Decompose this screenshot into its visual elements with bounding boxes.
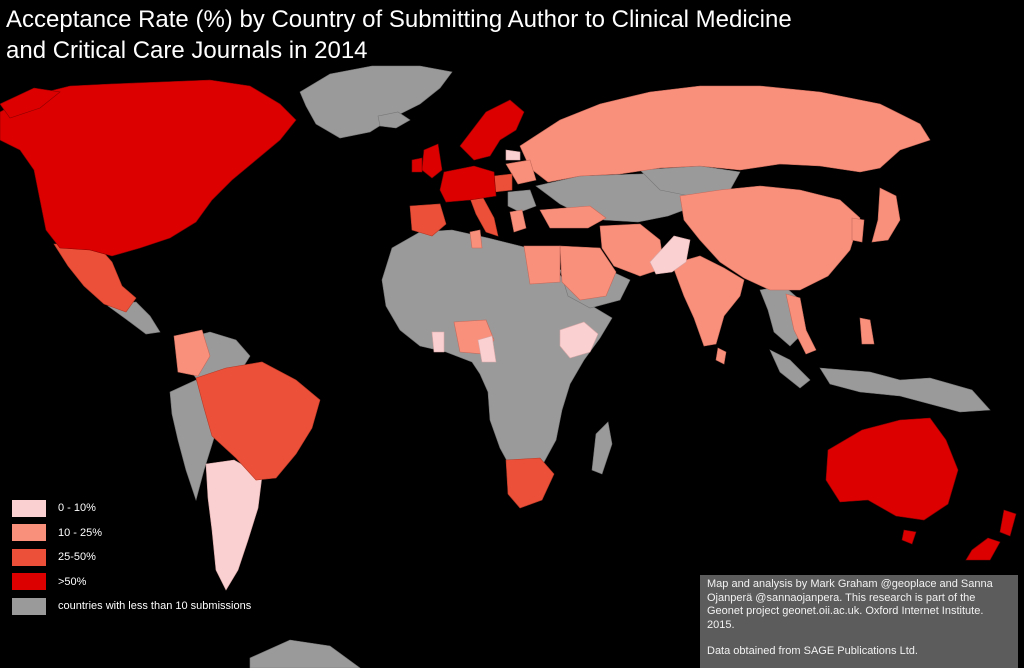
region-uk — [421, 143, 443, 179]
region-brazil — [195, 361, 321, 481]
legend-swatch — [12, 548, 46, 566]
region-east-europe — [505, 159, 537, 185]
region-ethiopia — [559, 321, 599, 359]
region-china — [679, 185, 861, 291]
region-scandinavia — [459, 99, 525, 161]
region-turkey — [539, 205, 607, 229]
region-cameroon — [477, 335, 497, 363]
region-iran — [599, 223, 665, 277]
region-new-zealand — [965, 509, 1017, 561]
region-greece — [509, 209, 527, 233]
region-korea — [851, 217, 865, 243]
region-egypt — [523, 245, 561, 285]
legend-label: 10 - 25% — [58, 526, 103, 539]
region-russia — [519, 85, 931, 183]
region-sumatra — [769, 349, 811, 389]
legend-swatch — [12, 524, 46, 542]
legend-label: 0 - 10% — [58, 502, 96, 515]
region-alaska — [0, 87, 61, 119]
region-philippines — [859, 317, 875, 345]
region-eu-central — [493, 173, 513, 193]
legend-item: >50% — [12, 570, 251, 595]
region-balkans — [507, 189, 537, 213]
region-greenland — [299, 65, 453, 139]
region-tunisia — [469, 229, 483, 249]
credit-box: Map and analysis by Mark Graham @geoplac… — [700, 575, 1018, 668]
title-line-1: Acceptance Rate (%) by Country of Submit… — [6, 6, 792, 33]
legend-label: 25-50% — [58, 551, 96, 564]
region-madagascar — [591, 421, 613, 475]
legend: 0 - 10% 10 - 25% 25-50% >50% countries w… — [12, 496, 251, 619]
region-western-europe — [439, 165, 497, 203]
credit-text: Map and analysis by Mark Graham @geoplac… — [707, 578, 993, 631]
region-colombia — [173, 329, 211, 377]
region-ghana — [431, 331, 445, 353]
region-thailand — [785, 293, 817, 355]
region-sri-lanka — [715, 347, 727, 365]
title-line-2: and Critical Care Journals in 2014 — [6, 37, 368, 64]
map-title: Acceptance Rate (%) by Country of Submit… — [6, 4, 1006, 66]
region-india — [671, 255, 745, 347]
legend-item: countries with less than 10 submissions — [12, 594, 251, 619]
region-indonesia — [819, 367, 991, 413]
region-ireland — [411, 157, 423, 173]
legend-swatch — [12, 499, 46, 517]
legend-item: 25-50% — [12, 545, 251, 570]
region-italy — [469, 195, 499, 237]
legend-item: 0 - 10% — [12, 496, 251, 521]
region-south-africa — [505, 457, 555, 509]
region-tasmania — [901, 529, 917, 545]
region-japan — [871, 187, 901, 243]
region-iceland — [377, 111, 411, 129]
region-spain — [409, 203, 447, 237]
legend-swatch — [12, 573, 46, 591]
legend-label: countries with less than 10 submissions — [58, 600, 252, 613]
legend-item: 10 - 25% — [12, 521, 251, 546]
region-pakistan — [649, 235, 691, 275]
region-australia — [825, 417, 959, 521]
legend-swatch — [12, 597, 46, 615]
region-mexico — [53, 243, 137, 313]
region-antarctica — [249, 639, 361, 668]
region-ukraine — [505, 149, 521, 161]
data-source: Data obtained from SAGE Publications Ltd… — [707, 645, 918, 657]
legend-label: >50% — [58, 575, 87, 588]
region-north-america — [0, 79, 297, 257]
region-saudi — [559, 245, 617, 301]
